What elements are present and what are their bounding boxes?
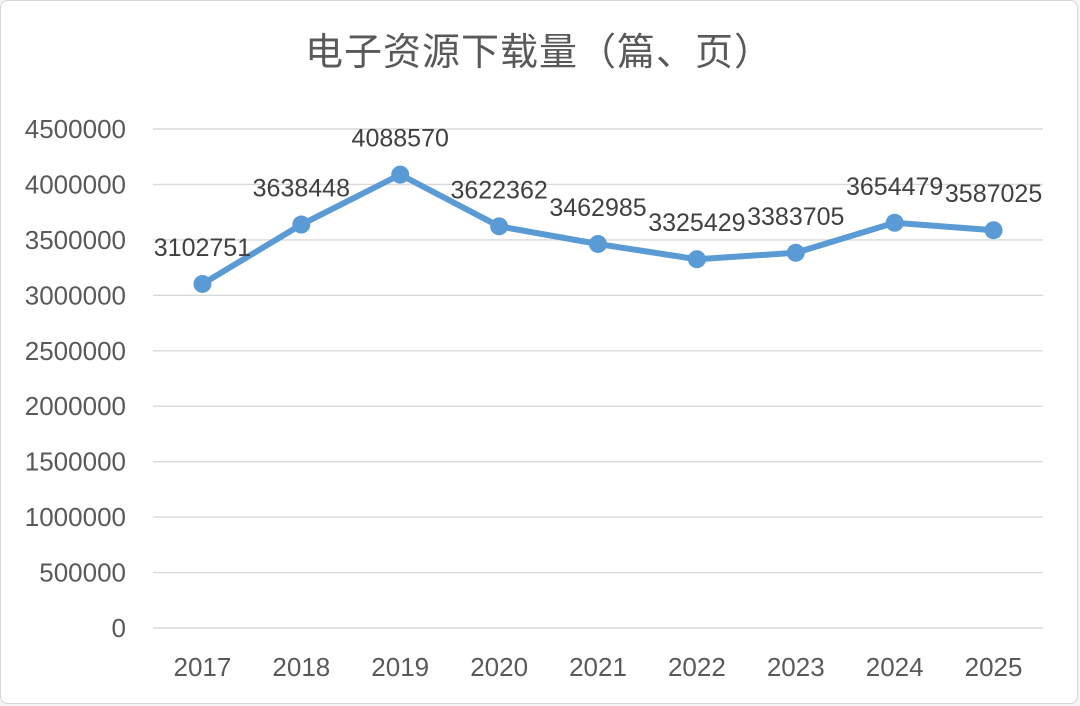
data-point-marker	[984, 221, 1003, 240]
y-axis-tick-label: 2500000	[25, 336, 126, 366]
y-axis-tick-label: 3000000	[25, 280, 126, 310]
data-point-label: 4088570	[352, 125, 449, 153]
data-point-label: 3654479	[846, 173, 943, 201]
chart-title: 电子资源下载量（篇、页）	[304, 32, 773, 74]
data-point-marker	[490, 217, 509, 236]
data-point-marker	[193, 274, 212, 293]
data-point-label: 3462985	[549, 194, 646, 222]
y-axis-tick-label: 2000000	[25, 391, 126, 421]
y-axis-tick-label: 500000	[39, 558, 126, 588]
data-point-marker	[391, 165, 410, 184]
data-point-label: 3622362	[450, 176, 547, 204]
y-axis-tick-label: 1500000	[25, 447, 126, 477]
y-axis-tick-label: 4000000	[25, 169, 126, 199]
x-axis-tick-label: 2021	[569, 652, 627, 682]
x-axis-tick-label: 2020	[470, 652, 528, 682]
y-axis-tick-label: 4500000	[25, 114, 126, 144]
x-axis-tick-label: 2024	[866, 652, 924, 682]
data-point-marker	[589, 234, 607, 253]
data-point-marker	[292, 215, 311, 234]
data-point-marker	[687, 250, 706, 269]
x-axis-tick-label: 2025	[965, 652, 1023, 682]
y-axis-tick-label: 0	[112, 613, 126, 643]
data-point-label: 3638448	[253, 175, 350, 203]
data-point-marker	[885, 213, 904, 232]
y-axis-tick-label: 1000000	[25, 502, 126, 532]
data-point-label: 3587025	[945, 180, 1042, 208]
x-axis-tick-label: 2019	[371, 652, 429, 682]
data-point-marker	[786, 243, 805, 262]
data-point-label: 3102751	[154, 234, 251, 262]
x-axis-tick-label: 2018	[272, 652, 330, 682]
x-axis-tick-label: 2023	[767, 652, 825, 682]
data-point-label: 3383705	[747, 203, 844, 231]
x-axis-tick-label: 2017	[174, 652, 232, 682]
y-axis-tick-label: 3500000	[25, 225, 126, 255]
x-axis-tick-label: 2022	[668, 652, 726, 682]
data-point-label: 3325429	[648, 209, 745, 237]
